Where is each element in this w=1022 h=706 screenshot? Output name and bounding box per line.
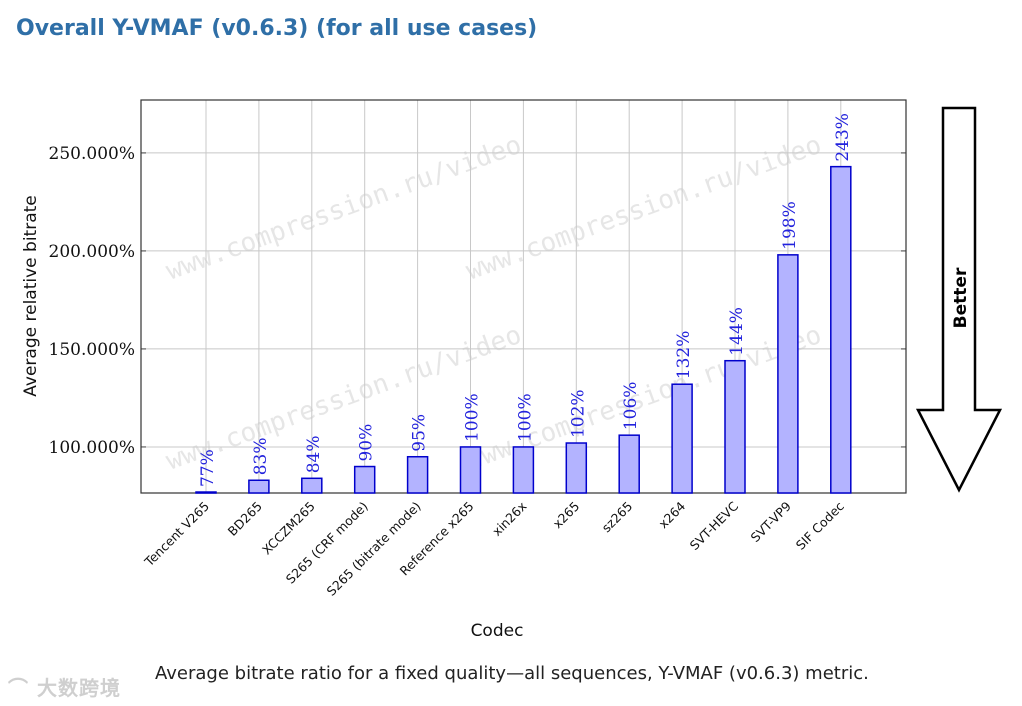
data-label: 144% [727,307,747,356]
x-tick-label: SVT-HEVC [687,498,742,553]
y-tick-label: 250.000% [49,144,135,164]
data-label: 83% [251,437,271,475]
bar [353,465,376,494]
logo-watermark: ⌒ 大数跨境 [8,676,121,700]
x-tick-label: xin26x [489,499,529,539]
chart-caption: Average bitrate ratio for a fixed qualit… [155,663,869,684]
y-tick-label: 200.000% [49,242,135,262]
bar [671,383,693,494]
bar [724,359,746,494]
data-label: 243% [833,113,853,162]
data-label: 100% [515,393,535,442]
x-tick-label: SVT-VP9 [747,498,794,545]
x-tick-label: x264 [656,498,689,531]
bar [406,455,429,494]
bar [195,491,217,494]
bar [777,254,799,494]
better-arrow-icon [915,106,1003,493]
data-label: 106% [621,382,641,431]
bar [301,477,323,494]
bar [512,446,535,494]
x-tick-label: sz265 [599,499,636,536]
x-tick-label: BD265 [225,499,265,539]
bar [459,446,482,494]
page-title: Overall Y-VMAF (v0.6.3) (for all use cas… [16,16,538,41]
data-label: 84% [304,436,324,474]
data-label: 132% [674,331,694,380]
data-label: 95% [410,414,430,452]
x-tick-label: Tencent V265 [141,499,212,570]
bar [830,165,852,494]
x-axis-label: Codec [471,621,524,641]
x-tick-label: x265 [550,499,583,532]
data-label: 90% [357,424,377,462]
bar [565,442,588,494]
x-tick-label: SIF Codec [793,498,847,552]
bar [618,434,640,494]
data-label: 100% [463,393,483,442]
data-label: 198% [780,201,800,250]
data-label: 77% [198,449,218,487]
y-tick-label: 150.000% [49,340,135,360]
y-axis-label: Average relative bitrate [21,195,41,396]
bar [248,479,270,494]
x-tick-label: S265 (bitrate mode) [324,499,424,599]
data-label: 102% [568,389,588,438]
better-label: Better [951,267,971,328]
y-tick-label: 100.000% [49,438,135,458]
